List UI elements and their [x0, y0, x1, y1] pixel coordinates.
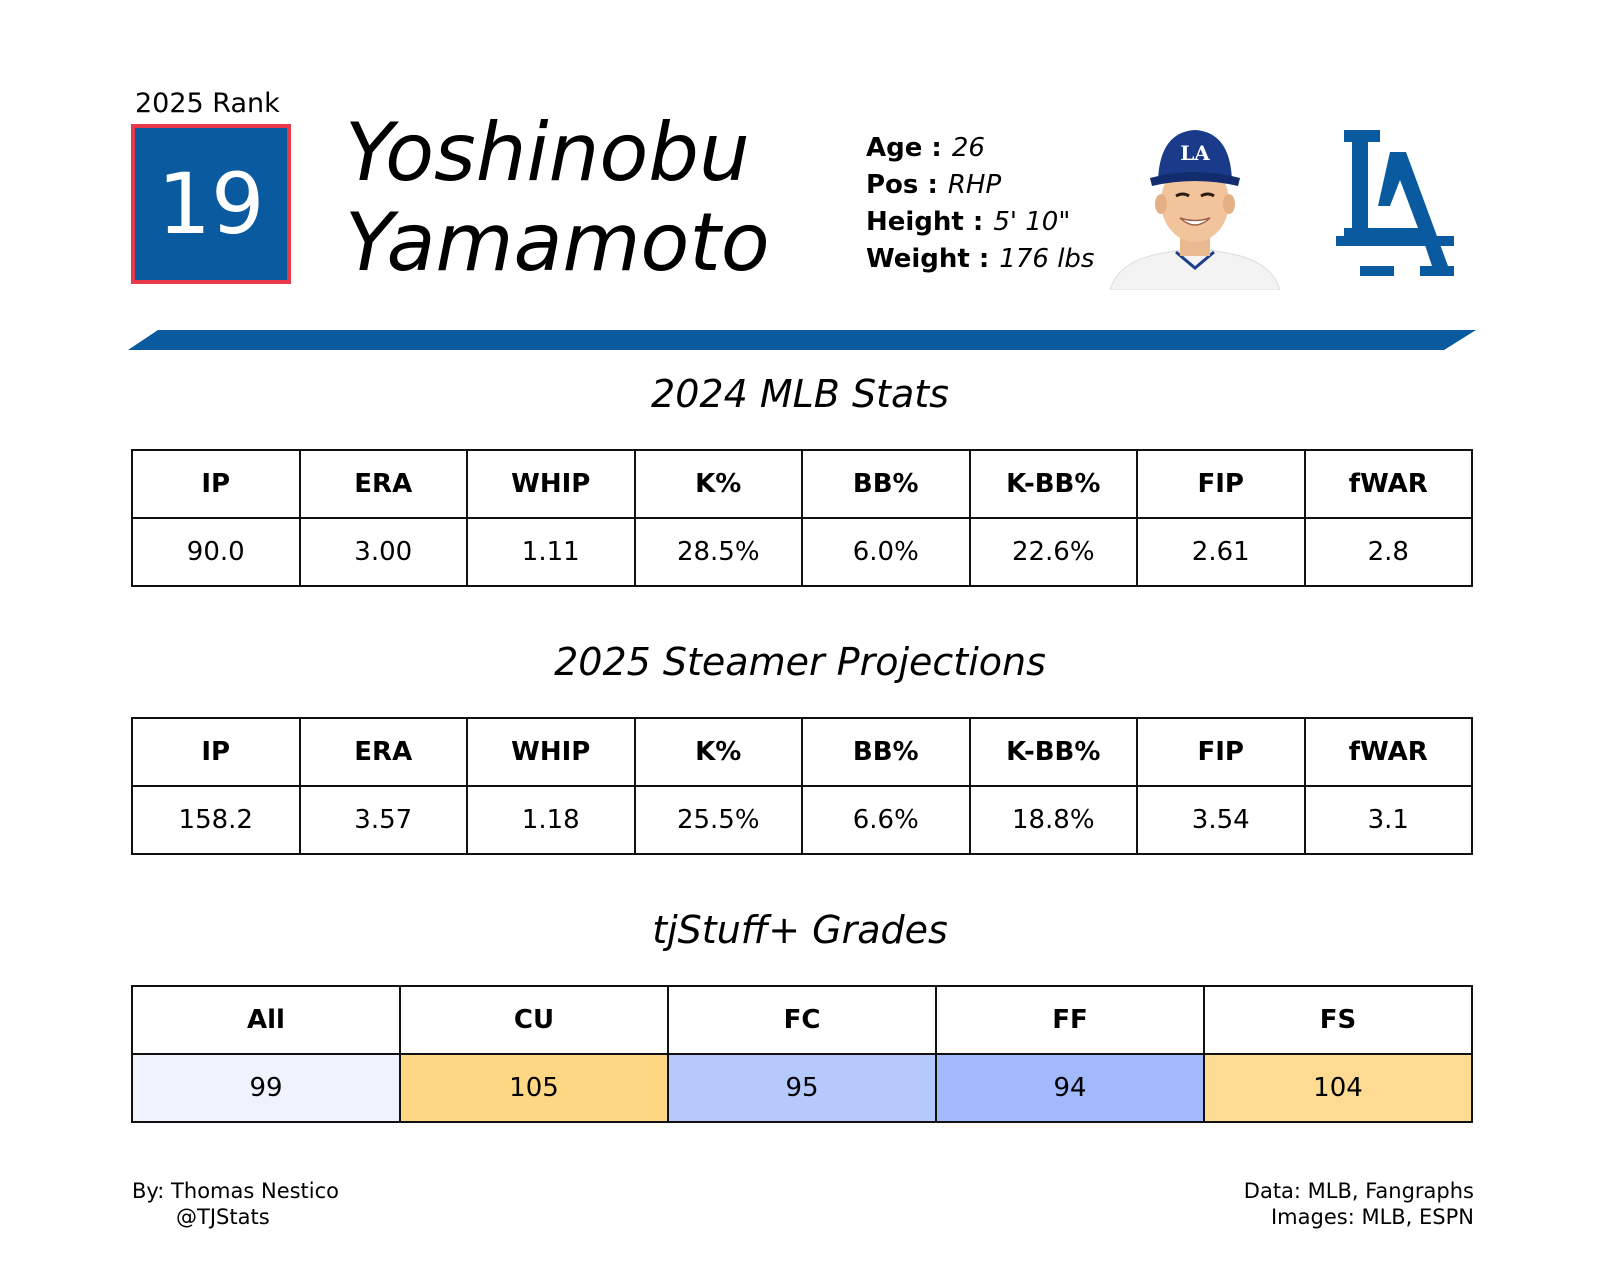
- table-cell: 3.54: [1136, 785, 1306, 855]
- column-header: BB%: [801, 717, 971, 787]
- grades-table: All CU FC FF FS 99 105 95 94 104: [131, 985, 1473, 1123]
- player-name: Yoshinobu Yamamoto: [345, 108, 770, 288]
- player-headshot: LA: [1110, 130, 1280, 290]
- column-header: ERA: [298, 717, 468, 787]
- table-cell: 3.1: [1303, 785, 1473, 855]
- table-row: 158.2 3.57 1.18 25.5% 6.6% 18.8% 3.54 3.…: [131, 785, 1473, 855]
- table-header-row: IP ERA WHIP K% BB% K-BB% FIP fWAR: [131, 449, 1473, 519]
- table-cell: 28.5%: [633, 517, 803, 587]
- bio-height: Height : 5' 10": [866, 204, 1094, 241]
- bio-value: 176 lbs: [999, 244, 1095, 274]
- table-cell: 18.8%: [968, 785, 1138, 855]
- bio-key: Height :: [866, 207, 984, 237]
- table-cell: 3.00: [298, 517, 468, 587]
- table-cell: 2.8: [1303, 517, 1473, 587]
- header-divider-banner: [128, 330, 1476, 350]
- grade-cell: 95: [667, 1053, 937, 1123]
- grade-cell: 104: [1203, 1053, 1473, 1123]
- column-header: fWAR: [1303, 449, 1473, 519]
- table-cell: 90.0: [131, 517, 301, 587]
- bio-key: Age :: [866, 133, 942, 163]
- column-header: IP: [131, 449, 301, 519]
- bio-value: 26: [951, 133, 985, 163]
- column-header: WHIP: [466, 717, 636, 787]
- rank-number: 19: [157, 155, 265, 253]
- column-header: All: [131, 985, 401, 1055]
- table-header-row: IP ERA WHIP K% BB% K-BB% FIP fWAR: [131, 717, 1473, 787]
- rank-badge: 19: [131, 124, 291, 284]
- projections-title: 2025 Steamer Projections: [554, 640, 1046, 684]
- image-source: Images: MLB, ESPN: [1270, 1205, 1474, 1229]
- bio-age: Age : 26: [866, 130, 1094, 167]
- footer-credits: By: Thomas Nestico @TJStats: [132, 1178, 339, 1230]
- column-header: CU: [399, 985, 669, 1055]
- bio-weight: Weight : 176 lbs: [866, 241, 1094, 278]
- table-row: 90.0 3.00 1.11 28.5% 6.0% 22.6% 2.61 2.8: [131, 517, 1473, 587]
- column-header: fWAR: [1303, 717, 1473, 787]
- bio-key: Weight :: [866, 244, 990, 274]
- bio-position: Pos : RHP: [866, 167, 1094, 204]
- team-logo-icon: [1336, 130, 1454, 276]
- column-header: FC: [667, 985, 937, 1055]
- grade-cell: 99: [131, 1053, 401, 1123]
- footer-sources: Data: MLB, Fangraphs Images: MLB, ESPN: [1244, 1178, 1474, 1230]
- column-header: K-BB%: [968, 449, 1138, 519]
- bio-key: Pos :: [866, 170, 938, 200]
- column-header: IP: [131, 717, 301, 787]
- column-header: FF: [935, 985, 1205, 1055]
- column-header: K-BB%: [968, 717, 1138, 787]
- grade-cell: 105: [399, 1053, 669, 1123]
- table-cell: 158.2: [131, 785, 301, 855]
- author-handle: @TJStats: [176, 1205, 270, 1229]
- grade-cell: 94: [935, 1053, 1205, 1123]
- column-header: ERA: [298, 449, 468, 519]
- mlb-stats-title: 2024 MLB Stats: [651, 372, 949, 416]
- column-header: FS: [1203, 985, 1473, 1055]
- column-header: FIP: [1136, 449, 1306, 519]
- table-header-row: All CU FC FF FS: [131, 985, 1473, 1055]
- table-cell: 1.11: [466, 517, 636, 587]
- table-cell: 1.18: [466, 785, 636, 855]
- column-header: K%: [633, 449, 803, 519]
- bio-value: RHP: [947, 170, 1002, 200]
- table-cell: 2.61: [1136, 517, 1306, 587]
- column-header: FIP: [1136, 717, 1306, 787]
- rank-label: 2025 Rank: [135, 88, 280, 119]
- author-credit: By: Thomas Nestico: [132, 1179, 340, 1203]
- mlb-stats-table: IP ERA WHIP K% BB% K-BB% FIP fWAR 90.0 3…: [131, 449, 1473, 587]
- player-bio: Age : 26 Pos : RHP Height : 5' 10" Weight :…: [866, 130, 1094, 278]
- data-source: Data: MLB, Fangraphs: [1243, 1179, 1474, 1203]
- table-cell: 3.57: [298, 785, 468, 855]
- player-last-name: Yamamoto: [345, 196, 770, 289]
- player-first-name: Yoshinobu: [345, 106, 750, 199]
- table-cell: 6.0%: [801, 517, 971, 587]
- column-header: BB%: [801, 449, 971, 519]
- table-row: 99 105 95 94 104: [131, 1053, 1473, 1123]
- table-cell: 6.6%: [801, 785, 971, 855]
- column-header: K%: [633, 717, 803, 787]
- svg-text:LA: LA: [1180, 141, 1210, 165]
- table-cell: 22.6%: [968, 517, 1138, 587]
- table-cell: 25.5%: [633, 785, 803, 855]
- grades-title: tjStuff+ Grades: [652, 908, 948, 952]
- column-header: WHIP: [466, 449, 636, 519]
- bio-value: 5' 10": [993, 207, 1071, 237]
- projections-table: IP ERA WHIP K% BB% K-BB% FIP fWAR 158.2 …: [131, 717, 1473, 855]
